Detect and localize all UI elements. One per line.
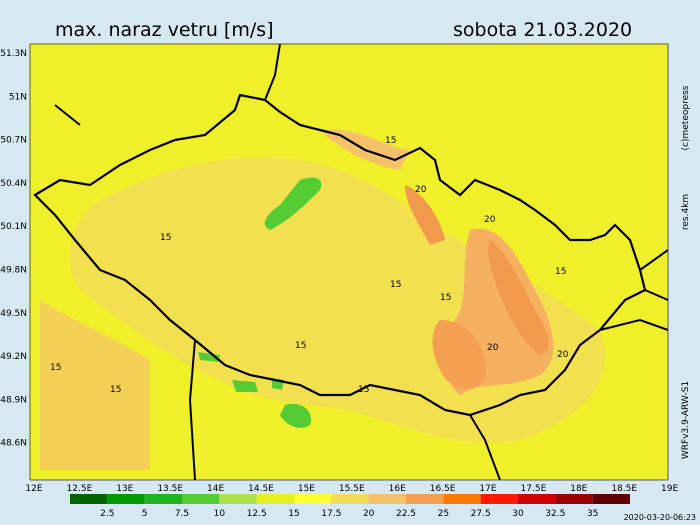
colorbar-label: 5 bbox=[142, 509, 148, 519]
contour-label: 20 bbox=[557, 350, 569, 360]
lat-label: 50.7N bbox=[0, 136, 27, 146]
lon-label: 15.5E bbox=[339, 484, 365, 494]
colorbar-swatch bbox=[294, 494, 332, 504]
colorbar-label: 15 bbox=[288, 509, 299, 519]
lon-label: 13.5E bbox=[157, 484, 183, 494]
model: WRFv3.9-ARW-S1 bbox=[681, 381, 691, 459]
colorbar-label: 20 bbox=[363, 509, 375, 519]
colorbar-swatch bbox=[182, 494, 220, 504]
colorbar-swatch bbox=[555, 494, 593, 504]
colorbar-swatch bbox=[480, 494, 518, 504]
colorbar-swatch bbox=[592, 494, 630, 504]
colorbar-label: 35 bbox=[587, 509, 598, 519]
lat-label: 49.8N bbox=[0, 266, 27, 276]
contour-label: 15 bbox=[295, 341, 306, 351]
contour-label: 15 bbox=[50, 363, 61, 373]
lon-label: 17.5E bbox=[521, 484, 547, 494]
lat-label: 50.1N bbox=[0, 222, 27, 232]
colorbar-label: 17.5 bbox=[321, 509, 341, 519]
colorbar-swatch bbox=[107, 494, 145, 504]
colorbar-label: 22.5 bbox=[396, 509, 416, 519]
lon-label: 13E bbox=[116, 484, 133, 494]
map bbox=[30, 44, 668, 480]
lat-label: 50.4N bbox=[0, 179, 27, 189]
colorbar-label: 30 bbox=[512, 509, 524, 519]
lon-label: 12.5E bbox=[67, 484, 93, 494]
date: sobota 21.03.2020 bbox=[453, 19, 632, 41]
lat-label: 48.6N bbox=[0, 439, 27, 449]
title: max. naraz vetru [m/s] bbox=[55, 19, 274, 41]
lon-label: 15E bbox=[298, 484, 315, 494]
contour-label: 20 bbox=[415, 185, 427, 195]
colorbar-label: 2.5 bbox=[100, 509, 114, 519]
colorbar-label: 7.5 bbox=[175, 509, 189, 519]
copyright: (c)meteopress bbox=[681, 85, 691, 150]
lon-label: 17E bbox=[479, 484, 496, 494]
lat-label: 49.5N bbox=[0, 309, 27, 319]
lon-label: 18E bbox=[570, 484, 587, 494]
colorbar-label: 12.5 bbox=[247, 509, 267, 519]
contour-label: 15 bbox=[160, 233, 171, 243]
colorbar-swatch bbox=[144, 494, 182, 504]
colorbar-label: 10 bbox=[214, 509, 226, 519]
lat-label: 48.9N bbox=[0, 395, 27, 405]
colorbar-label: 27.5 bbox=[471, 509, 491, 519]
timestamp: 2020-03-20-06:23 bbox=[624, 513, 696, 522]
colorbar-label: 32.5 bbox=[545, 509, 565, 519]
colorbar-swatch bbox=[331, 494, 369, 504]
lat-label: 51N bbox=[9, 92, 27, 102]
lon-label: 16.5E bbox=[430, 484, 456, 494]
lon-label: 19E bbox=[661, 484, 678, 494]
contour-label: 15 bbox=[440, 293, 451, 303]
colorbar: 2.5 5 7.5 10 12.5 15 17.5 20 22.5 25 27.5 30 32.5 35 bbox=[70, 494, 630, 519]
lat-label: 51.3N bbox=[0, 49, 27, 59]
contour-label: 15 bbox=[385, 136, 396, 146]
contour-label: 15 bbox=[110, 385, 121, 395]
contour-label: 20 bbox=[487, 343, 499, 353]
lon-label: 14.5E bbox=[248, 484, 274, 494]
colorbar-swatch bbox=[518, 494, 556, 504]
colorbar-swatch bbox=[443, 494, 481, 504]
colorbar-swatch bbox=[256, 494, 294, 504]
contour-label: 15 bbox=[390, 280, 401, 290]
colorbar-swatch bbox=[70, 494, 108, 504]
resolution: res.4km bbox=[681, 194, 691, 230]
lon-label: 16E bbox=[389, 484, 406, 494]
colorbar-label: 25 bbox=[438, 509, 449, 519]
colorbar-swatch bbox=[406, 494, 444, 504]
lon-label: 12E bbox=[25, 484, 42, 494]
colorbar-swatch bbox=[219, 494, 257, 504]
lon-label: 18.5E bbox=[611, 484, 637, 494]
contour-label: 20 bbox=[484, 215, 496, 225]
contour-label: 15 bbox=[358, 385, 369, 395]
lon-label: 14E bbox=[207, 484, 224, 494]
contour-label: 15 bbox=[555, 267, 566, 277]
lat-label: 49.2N bbox=[0, 352, 27, 362]
colorbar-swatch bbox=[368, 494, 406, 504]
